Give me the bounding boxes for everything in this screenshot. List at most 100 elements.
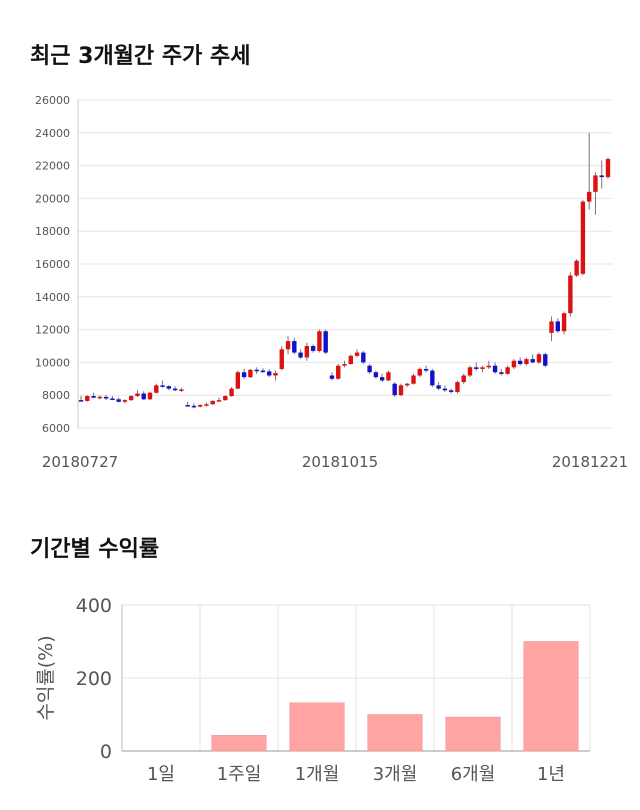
category-label: 3개월 [373, 764, 418, 785]
category-label: 6개월 [451, 764, 496, 785]
candle-body [154, 385, 159, 393]
candle-body [455, 382, 460, 392]
candle-body [511, 360, 517, 368]
y-tick-label: 26000 [35, 94, 70, 107]
bar [211, 735, 267, 752]
category-label: 1개월 [295, 764, 340, 785]
candle-body [524, 359, 529, 365]
candle-body [304, 346, 310, 358]
candle-body [91, 396, 96, 398]
candle-body [85, 396, 90, 401]
candle-body [191, 405, 197, 408]
candle-body [486, 365, 491, 368]
candle-body [110, 398, 115, 400]
y-tick-label: 12000 [35, 324, 70, 337]
candle-body [417, 368, 422, 376]
bar [445, 716, 501, 752]
candle-body [160, 385, 165, 387]
candle-body [329, 375, 335, 379]
candle-body [198, 405, 203, 407]
candle-body [480, 367, 485, 369]
candle-body [580, 201, 586, 274]
y-axis-label: 수익률(%) [35, 635, 57, 720]
candle-body [97, 396, 103, 399]
candle-body [254, 369, 259, 372]
x-tick-label: 20180727 [42, 453, 118, 471]
candle-body [122, 400, 128, 402]
candlestick-chart: 26000 24000 22000 20000 18000 16000 14000 12000… [35, 94, 628, 471]
candle-body [185, 405, 190, 407]
candle-body [323, 331, 328, 353]
candle-body [467, 367, 473, 376]
y-tick-label: 400 [76, 595, 112, 617]
y-tick-label: 0 [100, 741, 112, 763]
candle-body [386, 372, 391, 381]
candle-body [499, 372, 504, 374]
candle-body [574, 260, 579, 276]
candle-body [379, 377, 385, 381]
candle-body [336, 365, 341, 379]
candle-body [229, 388, 234, 397]
candle-body [135, 393, 140, 397]
y-tick-label: 20000 [35, 192, 70, 205]
y-tick-label: 16000 [35, 258, 70, 271]
candle-body [599, 175, 604, 178]
candle-body [78, 400, 84, 402]
candle-body [348, 355, 353, 365]
candle-body [147, 392, 153, 400]
y-tick-label: 14000 [35, 291, 70, 304]
candle-body [285, 341, 291, 350]
candle-body [128, 396, 134, 401]
candle-body [267, 371, 272, 376]
candle-body [549, 321, 554, 333]
candle-body [210, 400, 215, 405]
x-tick-label: 20181015 [302, 453, 378, 471]
candle-body [216, 400, 222, 402]
candle-body [292, 341, 297, 353]
candle-body [536, 354, 542, 363]
y-tick-label: 18000 [35, 225, 70, 238]
candle-body [260, 370, 266, 373]
candle-body [423, 368, 429, 371]
candle-body [235, 372, 241, 389]
candle-body [367, 365, 372, 373]
candle-body [248, 369, 253, 378]
candle-body [474, 367, 479, 369]
y-tick-label: 6000 [42, 422, 70, 435]
candle-body [279, 349, 284, 369]
candle-body [555, 321, 561, 332]
candle-body [342, 364, 347, 366]
candle-body [543, 354, 548, 366]
candle-body [430, 370, 435, 386]
period-returns-title: 기간별 수익률 [30, 537, 160, 562]
candle-body [273, 373, 278, 376]
candle-body [116, 399, 121, 402]
bar [367, 714, 423, 752]
candle-body [461, 375, 466, 383]
candle-body [411, 375, 416, 384]
candle-body [442, 388, 448, 391]
candle-body [398, 385, 404, 396]
bar [523, 641, 579, 752]
category-label: 1일 [147, 764, 175, 785]
candle-body [517, 360, 523, 365]
candle-body [373, 372, 379, 378]
candle-body [179, 389, 184, 391]
category-label: 1년 [537, 764, 565, 785]
candle-body [593, 175, 598, 192]
y-tick-label: 24000 [35, 127, 70, 140]
candle-body [298, 352, 303, 358]
candle-body [492, 365, 498, 373]
candle-body [405, 383, 410, 386]
candle-body [204, 404, 209, 406]
candle-body [103, 396, 109, 399]
candle-body [505, 367, 510, 374]
candle-body [223, 396, 228, 401]
candle-body [317, 331, 322, 351]
candle-body [172, 388, 178, 391]
candle-body [605, 159, 611, 178]
category-label: 1주일 [217, 764, 262, 785]
candle-body [530, 359, 535, 363]
bar [289, 702, 345, 752]
candle-body [310, 346, 316, 351]
